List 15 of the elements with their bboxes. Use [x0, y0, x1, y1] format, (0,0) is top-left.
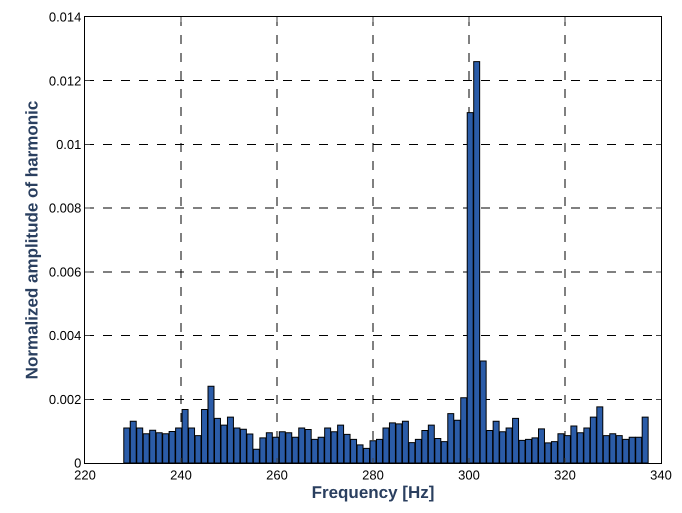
y-axis-title: Normalized amplitude of harmonic — [22, 100, 42, 380]
y-tick-label: 0.006 — [48, 264, 82, 280]
x-tick-label: 300 — [458, 468, 480, 483]
y-tick-label: 0.012 — [48, 73, 82, 88]
y-tick-label: 0.002 — [48, 392, 82, 407]
x-tick-label: 340 — [650, 468, 672, 483]
x-tick-label: 320 — [554, 468, 576, 483]
x-tick-label: 240 — [170, 468, 192, 483]
x-tick-label: 280 — [362, 468, 384, 483]
y-tick-label: 0.014 — [48, 10, 82, 25]
y-tick-label: 0.01 — [56, 136, 82, 152]
x-axis-title: Frequency [Hz] — [312, 483, 434, 502]
y-tick-label: 0.004 — [48, 328, 82, 344]
y-tick-label: 0.008 — [48, 200, 82, 216]
x-tick-label: 260 — [266, 468, 288, 483]
